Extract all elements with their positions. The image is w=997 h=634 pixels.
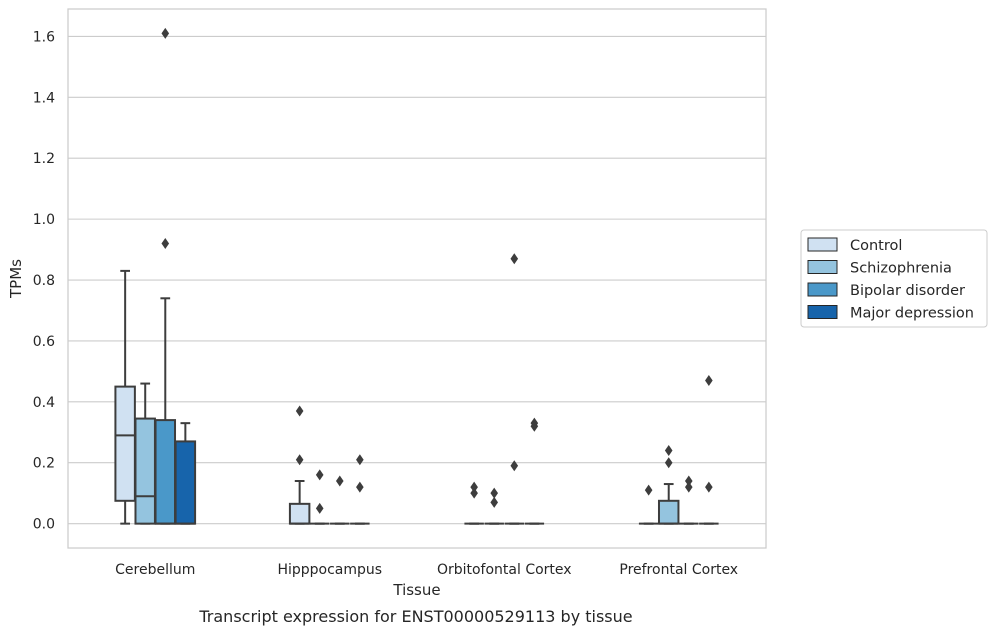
outlier-point — [295, 405, 304, 417]
chart-caption: Transcript expression for ENST0000052911… — [198, 607, 632, 626]
outlier-point — [664, 457, 673, 469]
box-body — [288, 502, 311, 525]
legend-label: Bipolar disorder — [850, 283, 965, 299]
legend-label: Control — [850, 238, 902, 254]
outlier-point — [335, 475, 344, 487]
box-2-0 — [464, 481, 484, 525]
y-tick-label: 0.8 — [33, 273, 55, 289]
outlier-point — [161, 237, 170, 249]
box-body — [657, 499, 680, 525]
outlier-point — [470, 481, 478, 493]
outlier-point — [315, 502, 324, 514]
box-3-0 — [638, 484, 659, 525]
outlier-point — [356, 454, 364, 466]
x-tick-label: Prefrontal Cortex — [619, 562, 738, 578]
y-tick-label: 1.2 — [33, 151, 55, 167]
box-3-2 — [679, 475, 699, 525]
outlier-point — [510, 460, 519, 472]
outlier-point — [664, 445, 673, 457]
box-1-0 — [288, 405, 311, 525]
box-2-1 — [484, 487, 504, 525]
outlier-point — [161, 27, 170, 39]
outlier-point — [315, 469, 324, 481]
legend-swatch — [807, 237, 838, 252]
y-tick-label: 0.2 — [33, 456, 55, 472]
y-tick-label: 1.6 — [33, 29, 55, 45]
y-tick-label: 1.4 — [33, 90, 55, 106]
y-tick-label: 1.0 — [33, 212, 55, 228]
box-2-3 — [524, 417, 545, 525]
outlier-point — [644, 484, 653, 496]
y-axis-ticks: 0.0 0.2 0.4 0.6 0.8 1.0 1.2 1.4 1.6 — [33, 29, 55, 532]
box-0-3 — [174, 422, 197, 525]
legend-swatch — [807, 305, 838, 319]
outlier-point — [295, 454, 304, 466]
legend: Control Schizophrenia Bipolar disorder Majo… — [800, 229, 988, 328]
x-tick-label: Cerebellum — [115, 562, 195, 578]
box-2-2 — [504, 253, 525, 525]
outlier-point — [684, 481, 693, 493]
box-3-3 — [699, 375, 719, 525]
box-1-1 — [309, 469, 330, 525]
box-body — [154, 419, 177, 525]
outlier-point — [490, 496, 499, 508]
outlier-point — [510, 253, 519, 265]
outlier-point — [684, 475, 693, 487]
legend-frame — [800, 229, 988, 328]
box-body — [174, 440, 197, 525]
legend-label: Schizophrenia — [850, 261, 952, 277]
box-1-3 — [350, 454, 370, 525]
legend-swatch — [807, 282, 838, 297]
outlier-point — [530, 420, 539, 432]
x-axis-ticks: Cerebellum Hipppocampus Orbitofontal Corte… — [115, 562, 738, 578]
y-axis-label: TPMs — [7, 259, 25, 299]
outlier-point — [705, 375, 713, 387]
x-tick-label: Orbitofontal Cortex — [437, 562, 572, 578]
outlier-point — [356, 481, 364, 493]
box-1-2 — [330, 475, 350, 525]
legend-label: Major depression — [850, 306, 974, 322]
y-tick-label: 0.6 — [33, 334, 55, 350]
legend-swatch — [807, 260, 838, 274]
plot-frame — [67, 8, 767, 549]
box-0-0 — [114, 269, 136, 525]
outlier-point — [490, 487, 499, 499]
box-body — [134, 417, 156, 525]
x-axis-label: Tissue — [392, 581, 440, 599]
box-0-1 — [134, 382, 156, 525]
outlier-point — [470, 487, 478, 499]
outlier-point — [705, 481, 713, 493]
box-0-2 — [154, 27, 177, 525]
box-body — [114, 385, 136, 502]
y-tick-label: 0.4 — [33, 395, 55, 411]
box-plot-series — [114, 27, 719, 525]
y-tick-label: 0.0 — [33, 517, 55, 533]
box-3-1 — [657, 445, 680, 525]
x-tick-label: Hipppocampus — [277, 562, 382, 578]
